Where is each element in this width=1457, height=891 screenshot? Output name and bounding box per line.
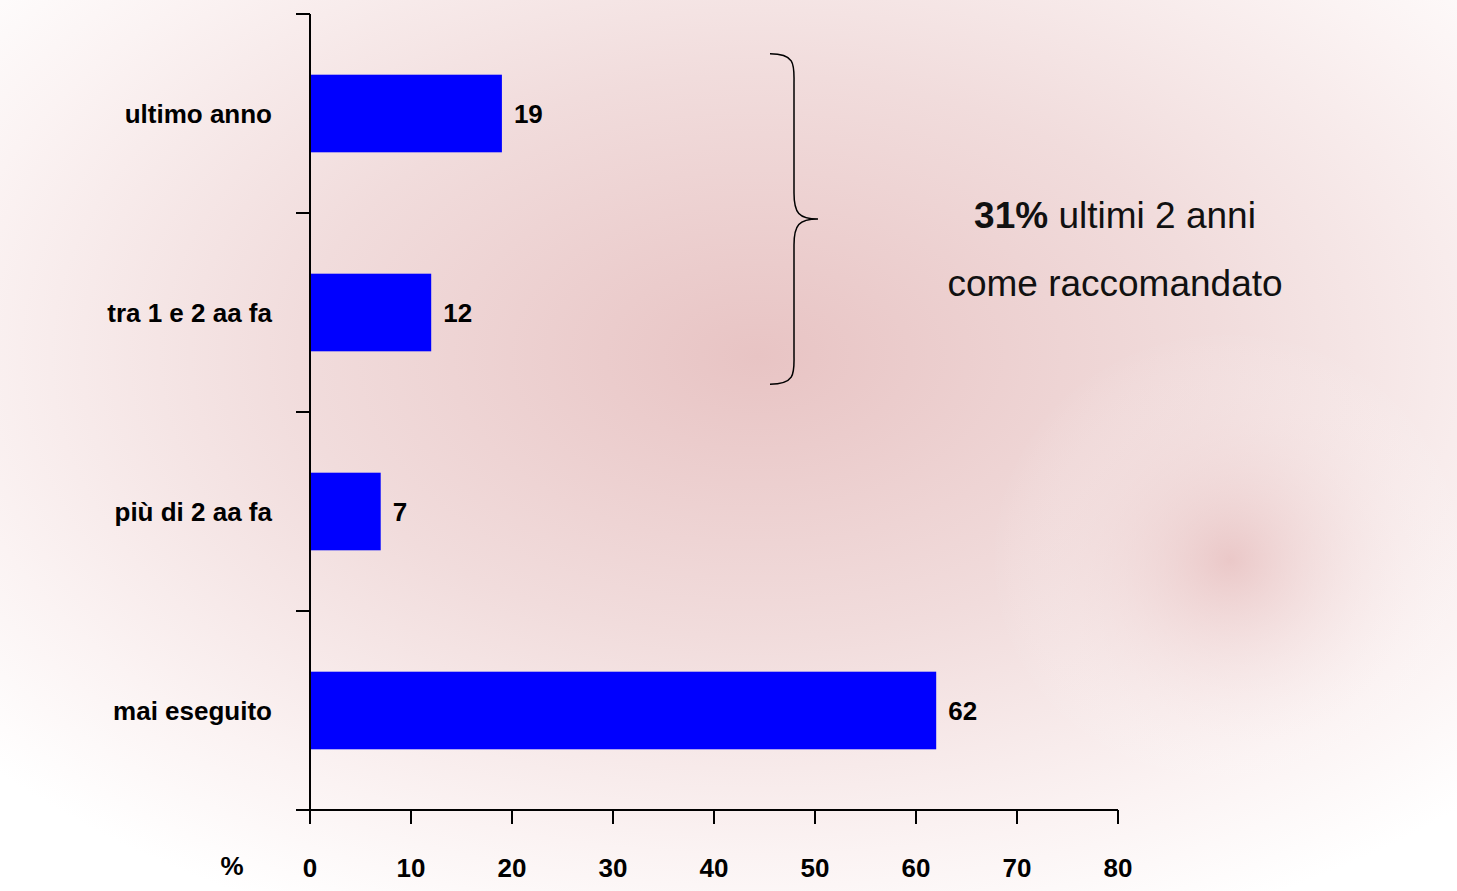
annotation-emphasis: 31% (974, 195, 1048, 236)
category-tick (296, 13, 310, 15)
bar (310, 672, 936, 750)
x-tick-label: 0 (303, 853, 317, 883)
bars (310, 75, 936, 750)
x-tick (1117, 810, 1119, 824)
annotation-text: 31% ultimi 2 anni (974, 195, 1256, 236)
x-tick-label: 80 (1104, 853, 1133, 883)
chart: ultimo anno tra 1 e 2 aa fa più di 2 aa fa… (0, 0, 1457, 891)
background-blob (990, 330, 1457, 790)
x-tick-label: 10 (397, 853, 426, 883)
x-tick-label: 40 (700, 853, 729, 883)
category-label: mai eseguito (113, 696, 272, 726)
category-tick (296, 411, 310, 413)
x-tick-label: 20 (498, 853, 527, 883)
category-label: più di 2 aa fa (115, 497, 273, 527)
category-tick (296, 610, 310, 612)
chart-stage: ultimo anno tra 1 e 2 aa fa più di 2 aa fa… (0, 0, 1457, 891)
x-tick (713, 810, 715, 824)
category-label: tra 1 e 2 aa fa (107, 298, 272, 328)
category-tick (296, 212, 310, 214)
bar (310, 473, 381, 551)
annotation-text: come raccomandato (947, 263, 1282, 304)
annotation-rest: ultimi 2 anni (1048, 195, 1256, 236)
category-tick (296, 809, 310, 811)
x-tick (1016, 810, 1018, 824)
x-tick (915, 810, 917, 824)
x-tick-label: 70 (1003, 853, 1032, 883)
x-tick-label: 50 (801, 853, 830, 883)
x-tick (814, 810, 816, 824)
bar (310, 75, 502, 153)
x-tick-label: 60 (902, 853, 931, 883)
x-tick (612, 810, 614, 824)
x-tick (309, 810, 311, 824)
data-label: 19 (514, 99, 543, 129)
x-tick (511, 810, 513, 824)
x-tick (410, 810, 412, 824)
data-label: 7 (393, 497, 407, 527)
category-label: ultimo anno (125, 99, 272, 129)
data-label: 12 (443, 298, 472, 328)
bar (310, 274, 431, 352)
data-label: 62 (948, 696, 977, 726)
annotation-brace (770, 54, 818, 384)
x-axis-title: % (220, 851, 243, 881)
x-tick-label: 30 (599, 853, 628, 883)
